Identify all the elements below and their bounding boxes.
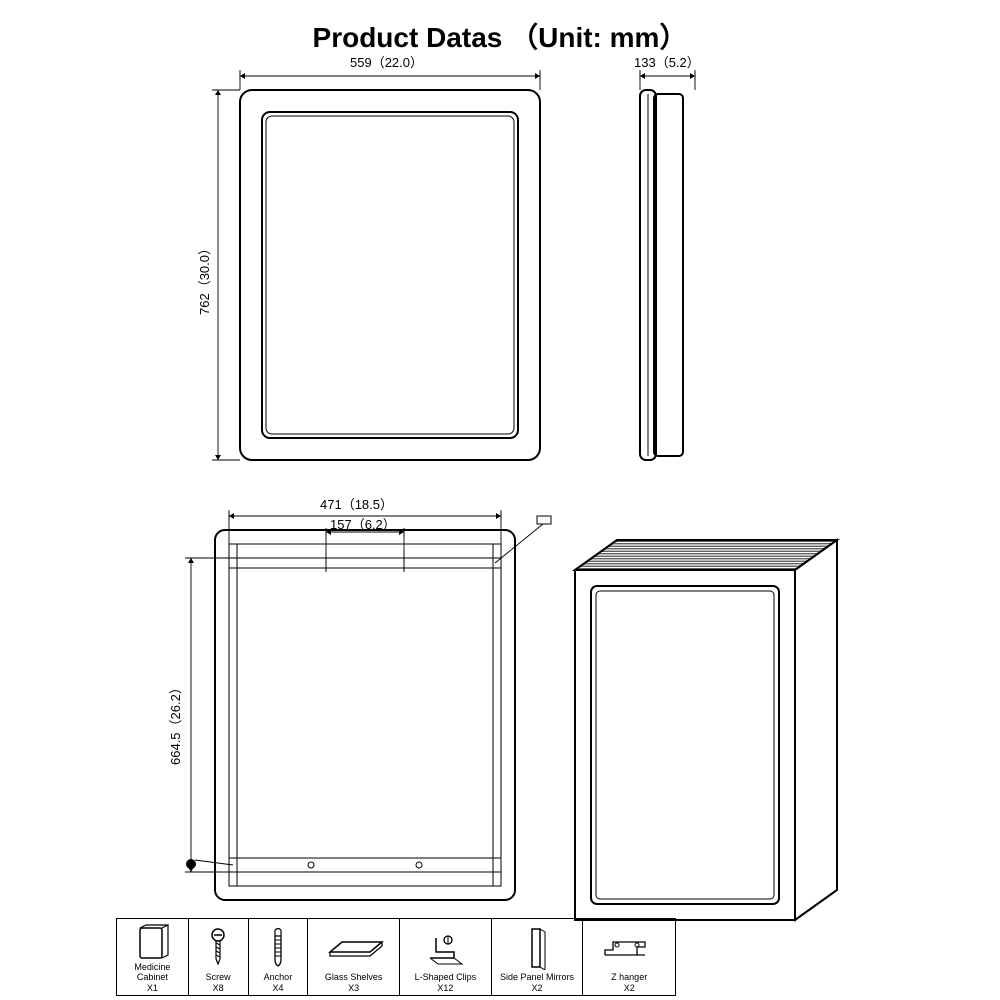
part-cabinet: Medicine CabinetX1 (117, 919, 189, 995)
iso-view (565, 540, 875, 940)
cabinet-icon (119, 923, 186, 963)
part-label: Screw (206, 973, 231, 983)
anchor-icon (251, 923, 306, 973)
dim-front-left: 762（30.0） (194, 242, 213, 315)
zhanger-icon (585, 923, 673, 973)
dim-back-left: 664.5（26.2） (165, 681, 184, 765)
part-label: Glass Shelves (325, 973, 383, 983)
part-screw: ScrewX8 (189, 919, 249, 995)
part-qty: X4 (272, 983, 283, 993)
part-label: Side Panel Mirrors (500, 973, 574, 983)
part-label: Z hanger (611, 973, 647, 983)
parts-list: Medicine CabinetX1ScrewX8AnchorX4Glass S… (116, 918, 676, 996)
part-qty: X2 (624, 983, 635, 993)
part-qty: X2 (532, 983, 543, 993)
side-view (610, 50, 725, 470)
part-qty: X8 (213, 983, 224, 993)
part-qty: X1 (147, 983, 158, 993)
part-shelf: Glass ShelvesX3 (308, 919, 400, 995)
clip-icon (402, 923, 489, 973)
shelf-icon (310, 923, 397, 973)
dim-back-top-inner: 157（6.2） (330, 514, 396, 533)
part-qty: X12 (437, 983, 453, 993)
dim-side-top: 133（5.2） (634, 52, 700, 71)
part-anchor: AnchorX4 (249, 919, 309, 995)
part-label: Anchor (264, 973, 293, 983)
part-panel: Side Panel MirrorsX2 (492, 919, 584, 995)
back-view (140, 475, 565, 920)
part-zhanger: Z hangerX2 (583, 919, 675, 995)
part-qty: X3 (348, 983, 359, 993)
panel-icon (494, 923, 581, 973)
part-clip: L-Shaped ClipsX12 (400, 919, 492, 995)
front-view (180, 50, 560, 480)
dim-back-top-outer: 471（18.5） (320, 494, 393, 513)
part-label: L-Shaped Clips (415, 973, 477, 983)
part-label: Medicine Cabinet (119, 963, 186, 983)
dim-front-top: 559（22.0） (350, 52, 423, 71)
screw-icon (191, 923, 246, 973)
